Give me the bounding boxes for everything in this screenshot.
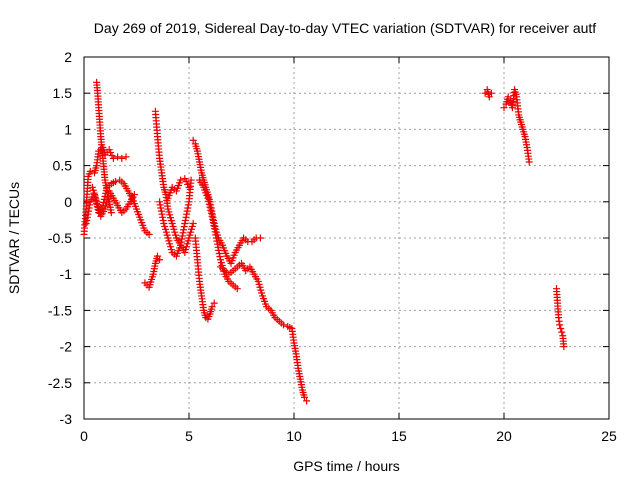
axis-ticks: 0 5 10 15 20 25 2 1.5 1 0.5 0 -0.5 -1 -1.5 -2 -2.5 -3 [48,49,617,444]
data-point [107,209,115,217]
chart-title: Day 269 of 2019, Sidereal Day-to-day VTE… [94,20,597,36]
data-point [280,321,287,329]
data-point [504,93,512,101]
y-axis-label: SDTVAR / TECUs [6,182,22,294]
data-point [102,199,110,207]
data-point [485,93,493,101]
x-axis-label: GPS time / hours [293,458,400,474]
data-point [301,393,308,401]
plot-frame [83,56,610,420]
x-tick-label: 15 [391,428,407,444]
data-point [177,176,185,184]
data-point [104,193,112,201]
data-point [210,299,218,307]
data-point [122,153,130,161]
y-tick-label: -2.5 [48,375,72,391]
x-tick-label: 25 [601,428,617,444]
data-point [189,136,197,144]
data-point [101,205,109,213]
y-tick-label: 1 [64,121,72,137]
data-point [208,303,216,311]
data-series [88,183,138,220]
data-series [141,252,164,291]
data-point [233,285,241,293]
y-tick-label: 0 [64,194,72,210]
y-tick-label: -3 [60,411,73,427]
y-tick-label: -1 [60,266,73,282]
data-point [205,197,213,205]
data-point [86,201,94,209]
data-series [481,86,495,101]
data-point [558,328,566,336]
data-point [204,194,212,202]
y-tick-label: -0.5 [48,230,72,246]
data-point [156,256,164,264]
data-series [553,285,568,351]
data-point [187,176,195,184]
data-point [109,154,117,162]
y-tick-label: -2 [60,339,73,355]
data-point [557,325,565,332]
y-tick-label: -1.5 [48,302,72,318]
data-point [256,234,264,242]
data-series [500,86,533,166]
y-tick-label: 0.5 [53,158,73,174]
x-tick-label: 0 [80,428,88,444]
data-point [112,178,119,186]
data-point [487,89,495,97]
data-point [103,196,111,204]
data-point [500,104,508,112]
data-points [80,78,568,405]
data-series [164,175,193,202]
data-point [86,167,94,175]
data-point [525,158,533,166]
x-tick-label: 10 [286,428,302,444]
data-point [205,200,213,208]
grid-lines [84,57,609,419]
data-point [154,252,161,260]
data-point [83,216,91,224]
x-tick-label: 20 [496,428,512,444]
data-point [118,154,126,162]
data-series [151,107,197,256]
data-series [156,176,195,260]
x-tick-label: 5 [185,428,193,444]
data-point [185,183,193,191]
data-point [114,153,122,161]
data-series [196,176,241,293]
data-series [93,78,115,217]
data-series [80,144,130,238]
y-tick-label: 1.5 [53,85,73,101]
data-point [189,220,197,228]
data-point [207,206,215,214]
data-series [217,259,311,405]
data-point [130,191,138,199]
data-point [560,343,568,351]
y-tick-label: 2 [64,49,72,65]
data-point [102,202,110,210]
data-point [556,321,564,329]
data-series [191,234,218,323]
data-point [207,209,215,217]
data-point [206,203,214,211]
data-point [303,397,311,405]
data-point [145,230,153,238]
